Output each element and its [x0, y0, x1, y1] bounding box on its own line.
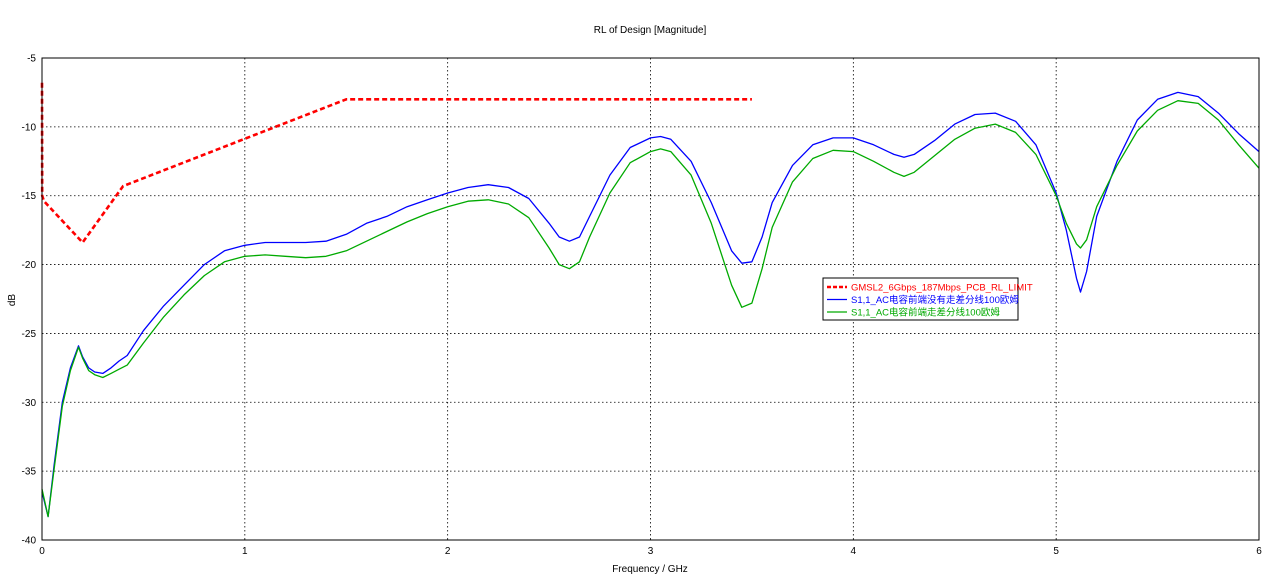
y-tick-label: -30	[22, 398, 37, 409]
legend-label: GMSL2_6Gbps_187Mbps_PCB_RL_LIMIT	[851, 283, 1033, 294]
series-line-3	[41, 100, 1260, 518]
legend-box	[822, 277, 1019, 321]
x-tick-label: 4	[851, 546, 857, 557]
x-tick-label: 1	[242, 546, 248, 557]
x-tick-label: 5	[1053, 546, 1059, 557]
y-tick-label: -35	[22, 467, 37, 478]
x-tick-label: 6	[1256, 546, 1262, 557]
y-tick-label: -25	[22, 329, 37, 340]
y-tick-label: -40	[22, 536, 37, 547]
y-tick-label: -15	[22, 191, 37, 202]
x-axis-label: Frequency / GHz	[612, 564, 688, 575]
x-tick-label: 2	[445, 546, 451, 557]
y-tick-label: -20	[22, 260, 37, 271]
axis-tick-labels: 0 1 2 3 4 5 6 -40 -35 -30 -25 -20 -15 -10 -5	[22, 54, 1263, 558]
legend-label: S1,1_AC电容前端走差分线100欧姆	[851, 307, 1000, 319]
y-tick-label: -10	[22, 122, 37, 133]
x-tick-label: 3	[648, 546, 654, 557]
chart-title: RL of Design [Magnitude]	[594, 25, 707, 36]
x-tick-label: 0	[39, 546, 45, 557]
plot-area-frame	[41, 57, 1260, 541]
legend-label: S1,1_AC电容前端没有走差分线100欧姆	[851, 294, 1019, 306]
y-tick-label: -5	[27, 54, 36, 65]
y-axis-label: dB	[7, 294, 18, 307]
chart-legend: GMSL2_6Gbps_187Mbps_PCB_RL_LIMITS1,1_AC电…	[822, 277, 1033, 321]
